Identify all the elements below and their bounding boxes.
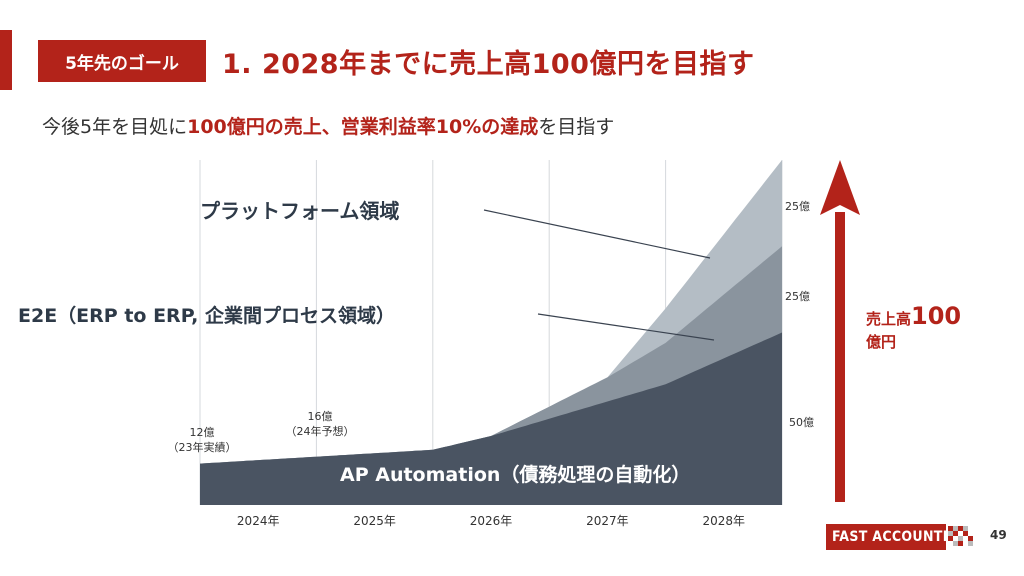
subtitle: 今後5年を目処に100億円の売上、営業利益率10%の達成を目指す (42, 112, 614, 139)
logo-pixel-icon (946, 524, 976, 550)
page-number: 49 (990, 528, 1007, 542)
target-unit: 億円 (866, 333, 897, 352)
x-tick-label: 2027年 (586, 514, 629, 528)
series-label-platform: プラットフォーム領域 (200, 199, 399, 223)
series-label-e2e: E2E（ERP to ERP, 企業間プロセス領域） (18, 304, 395, 327)
x-tick-label: 2026年 (470, 514, 513, 528)
goal-tag: 5年先のゴール (38, 40, 206, 82)
target-prefix: 売上高 (866, 310, 912, 328)
subtitle-post: を目指す (538, 116, 615, 138)
annotation-value: 12億 (190, 426, 215, 439)
subtitle-pre: 今後5年を目処に (42, 116, 188, 138)
x-tick-label: 2025年 (353, 514, 396, 528)
leader-line-e2e (537, 313, 715, 341)
leader-line-platform (483, 209, 711, 259)
page-title: 1. 2028年までに売上高100億円を目指す (222, 49, 755, 80)
series-label-ap-automation: AP Automation（債務処理の自動化） (340, 463, 690, 486)
x-tick-label: 2024年 (237, 514, 280, 528)
segment-value-platform: 25億 (785, 200, 810, 213)
target-value: 100 (911, 302, 962, 330)
segment-value-e2e: 25億 (785, 290, 810, 303)
segment-value-ap: 50億 (789, 416, 814, 429)
subtitle-highlight: 100億円の売上、営業利益率10%の達成 (187, 116, 539, 138)
annotation-note: （24年予想） (286, 424, 355, 438)
target-label: 売上高100 億円 (866, 300, 986, 353)
area-ap-automation (200, 332, 782, 505)
left-accent-bar (0, 30, 12, 90)
annotation-value: 16億 (308, 410, 333, 423)
annotation-note: （23年実績） (168, 440, 237, 454)
x-tick-label: 2028年 (703, 514, 746, 528)
